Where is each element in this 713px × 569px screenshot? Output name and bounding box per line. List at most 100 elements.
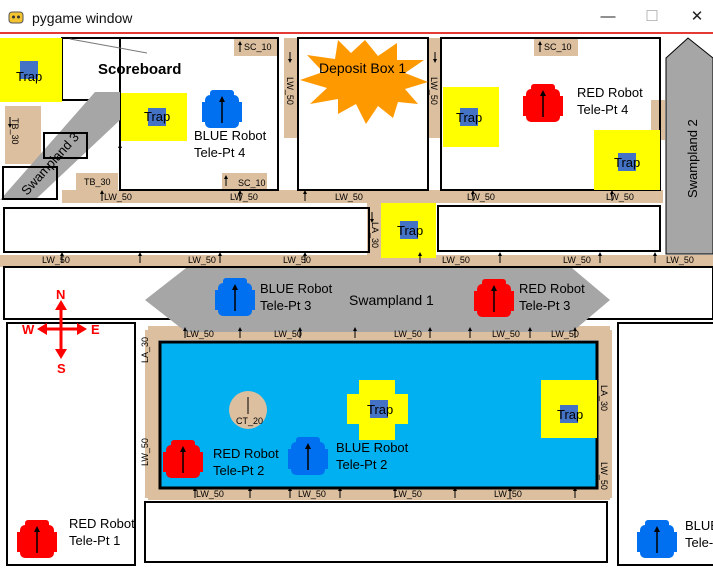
wall-arrow-tip <box>248 487 252 491</box>
trap-label: Trap <box>614 155 640 170</box>
scoreboard-pointer <box>69 38 148 54</box>
wall-strip <box>234 38 277 56</box>
close-button[interactable]: ✕ <box>690 8 704 25</box>
wall-arrow-tip <box>610 190 614 194</box>
robot-head <box>223 278 247 288</box>
wall-arrow-tip <box>428 327 432 331</box>
ct20-label: CT_20 <box>236 416 263 426</box>
room-box <box>437 205 661 252</box>
wall-arrow-tip <box>353 327 357 331</box>
wall-strip <box>284 38 297 138</box>
swampland-1-label: Swampland 1 <box>349 292 434 308</box>
wall-strip <box>428 38 441 138</box>
robot[interactable]: BLUETele- <box>637 518 713 558</box>
wall-label: SC_10 <box>544 42 572 52</box>
wall-label: LW_50 <box>42 255 70 265</box>
deposit-box-label: Deposit Box 1 <box>319 60 406 76</box>
wall-strip <box>0 255 713 267</box>
compass-south: S <box>57 361 66 376</box>
wall-arrow-tip <box>238 327 242 331</box>
robot-head <box>531 84 555 94</box>
wall-arrow-tip <box>8 124 12 128</box>
robot-head <box>171 440 195 450</box>
trap: Trap <box>381 203 436 258</box>
trap-core <box>370 400 388 418</box>
trap-core <box>148 108 166 126</box>
wall-label: LW_50 <box>104 192 132 202</box>
robot-heading-tip <box>232 284 238 290</box>
maximize-button[interactable]: ☐ <box>645 8 659 25</box>
robot-wheel <box>198 452 203 472</box>
trap-core <box>400 221 418 239</box>
trap-core <box>560 405 578 423</box>
wall-label: LW_50 <box>283 255 311 265</box>
trap-label: Trap <box>367 402 393 417</box>
wall-strip <box>367 200 381 255</box>
robot-wheel <box>509 291 514 311</box>
robot-head <box>210 90 234 100</box>
robot-label: BLUETele- <box>685 518 713 550</box>
trap: Trap <box>443 87 499 147</box>
robot[interactable]: BLUE Robot Tele-Pt 3 <box>215 278 333 316</box>
wall-strip <box>5 106 41 164</box>
robot-label: RED Robot Tele-Pt 1 <box>69 516 135 548</box>
trap-label: Trap <box>144 109 170 124</box>
wall-arrow-tip <box>573 327 577 331</box>
scoreboard-label: Scoreboard <box>98 61 181 78</box>
robot-label: BLUE Robot Tele-Pt 2 <box>336 440 409 472</box>
room-box <box>297 37 429 191</box>
wall-arrow-tip <box>193 487 197 491</box>
robot-wheel <box>323 449 328 469</box>
wall-arrow-tip <box>60 252 64 256</box>
trap-core <box>20 61 38 79</box>
wall-arrow-tip <box>433 59 437 63</box>
wall-label: LA_30 <box>599 385 609 411</box>
robot-wheel <box>474 291 479 311</box>
robot-label: RED Robot Tele-Pt 2 <box>213 446 279 478</box>
wall-arrow-tip <box>238 41 242 45</box>
robot-head <box>25 520 49 530</box>
window-titlebar: pygame window — ☐ ✕ <box>0 0 713 34</box>
wall-strip <box>62 190 438 203</box>
wall-strip <box>438 190 663 203</box>
wall-label: LW_50 <box>429 77 439 105</box>
wall-label: LW_50 <box>394 489 422 499</box>
robot[interactable]: RED Robot Tele-Pt 1 <box>17 516 135 558</box>
robot[interactable]: RED Robot Tele-Pt 2 <box>163 440 279 478</box>
trap-label: Trap <box>397 223 423 238</box>
robot-head <box>296 437 320 447</box>
robot[interactable]: RED Robot Tele-Pt 4 <box>523 84 643 122</box>
wall-arrow-tip <box>370 219 374 223</box>
robot-heading-tip <box>219 96 225 102</box>
wall-arrow-tip <box>288 59 292 63</box>
compass-west: W <box>22 322 35 337</box>
minimize-button[interactable]: — <box>600 8 616 25</box>
wall-label: LW_50 <box>196 489 224 499</box>
robot[interactable]: BLUE Robot Tele-Pt 2 <box>288 437 409 475</box>
compass-north: N <box>56 287 65 302</box>
game-arena[interactable]: Swampland 3 Swampland 1 Swampland 2 Scor… <box>0 34 713 569</box>
robot-wheel <box>558 96 563 116</box>
wall-label: LW_50 <box>606 192 634 202</box>
wall-arrow-tip <box>100 190 104 194</box>
robot-wheel <box>637 532 642 552</box>
wall-arrow-tip <box>238 190 242 194</box>
wall-label: LW_50 <box>140 438 150 466</box>
swampland-3-box <box>43 132 88 159</box>
robot[interactable]: BLUE Robot Tele-Pt 4 <box>194 90 267 160</box>
wall-arrow-tip <box>303 190 307 194</box>
wall-label: LW_50 <box>494 489 522 499</box>
wall-label: LW_50 <box>666 255 694 265</box>
wall-arrow-tip <box>468 327 472 331</box>
robot-wheel <box>523 96 528 116</box>
wall-label: LW_50 <box>442 255 470 265</box>
robot[interactable]: RED Robot Tele-Pt 3 <box>474 279 585 317</box>
wall-label: LW_50 <box>186 329 214 339</box>
wall-arrow-tip <box>338 487 342 491</box>
robot-wheel <box>17 532 22 552</box>
robot-head <box>482 279 506 289</box>
wall-label: TB_30 <box>10 118 20 145</box>
wall-arrow-tip <box>418 252 422 256</box>
wall-arrow-tip <box>598 252 602 256</box>
wall-strip <box>145 330 159 498</box>
